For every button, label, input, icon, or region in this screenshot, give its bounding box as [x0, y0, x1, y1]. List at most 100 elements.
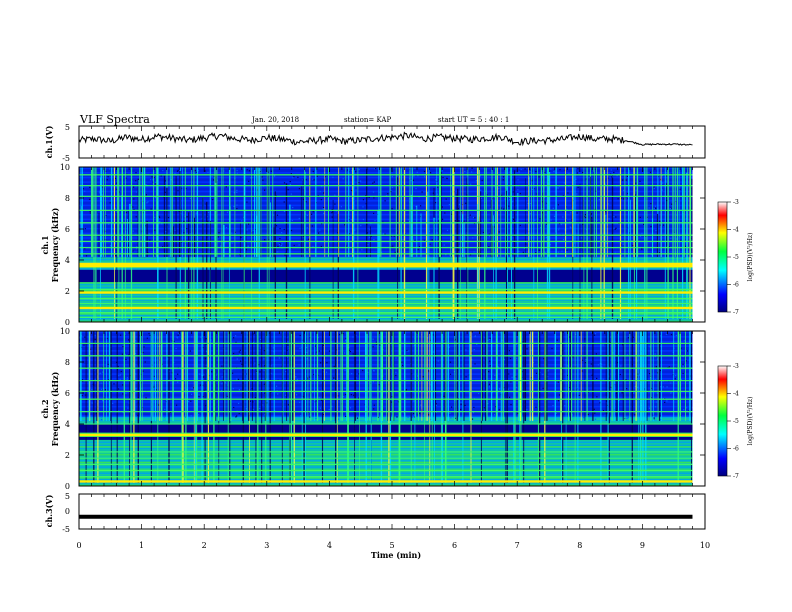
spectrogram-cell-row — [79, 371, 693, 374]
spectrogram-speckle — [391, 176, 393, 178]
spectrogram-speckle — [333, 379, 335, 381]
spectrogram-speckle — [552, 207, 554, 209]
spectrogram-speckle — [437, 186, 439, 188]
spectrogram-speckle — [373, 408, 375, 410]
spectrogram-speckle — [509, 396, 511, 398]
spectrogram-speckle — [584, 361, 587, 363]
spectrogram-speckle — [478, 392, 480, 395]
x-tick-label: 8 — [577, 541, 582, 550]
spectrogram-cell-row — [79, 182, 693, 185]
spectrogram-speckle — [217, 236, 219, 238]
spectrogram-cell-row — [79, 484, 693, 486]
spectrogram-speckle — [350, 394, 352, 396]
spectrogram-speckle — [121, 353, 123, 355]
spectrogram-speckle — [683, 409, 685, 411]
spectrogram-speckle — [413, 239, 415, 241]
spectrogram-speckle — [241, 363, 243, 365]
spectrogram-speckle — [502, 179, 504, 181]
spectrogram-speckle — [256, 189, 258, 191]
spectrogram-speckle — [453, 416, 455, 418]
spectrogram-speckle — [594, 412, 596, 414]
spectrogram-speckle — [460, 403, 462, 405]
spectrogram-speckle — [557, 204, 559, 206]
spectrogram-speckle — [233, 352, 235, 355]
ch1-spectrogram-panel: 0 2 4 6 8 10 ch.1 Frequency (kHz) — [40, 163, 706, 327]
spectrogram-speckle — [264, 189, 266, 191]
spectrogram-speckle — [460, 402, 462, 404]
spectrogram-speckle — [481, 220, 484, 222]
spectrogram-speckle — [189, 197, 191, 199]
spectrogram-speckle — [553, 215, 556, 217]
spectrogram-speckle — [637, 373, 639, 375]
spectrogram-cell-row — [79, 352, 693, 355]
spectrogram-speckle — [176, 223, 178, 225]
spectrogram-speckle — [379, 344, 381, 346]
spectrogram-speckle — [135, 388, 137, 390]
spectrogram-speckle — [559, 169, 561, 171]
spectrogram-cell-row — [79, 476, 693, 479]
spectrogram-speckle — [340, 206, 342, 208]
spectrogram-speckle — [146, 202, 148, 204]
spectrogram-speckle — [487, 339, 489, 341]
spectrogram-speckle — [289, 181, 291, 183]
spectrogram-speckle — [455, 417, 457, 419]
spectrogram-cell-row — [79, 363, 693, 366]
spectrogram-speckle — [472, 216, 475, 218]
spectrogram-speckle — [132, 206, 134, 208]
ch1-colorbar-ticks: -3 -4 -5 -6 -7 — [727, 199, 739, 316]
spectrogram-speckle — [558, 223, 561, 225]
spectrogram-cell-row — [79, 202, 693, 205]
spectrogram-speckle — [674, 378, 676, 380]
spectrogram-speckle — [231, 232, 233, 234]
spectrogram-cell-row — [79, 394, 693, 397]
spectrogram-speckle — [174, 229, 176, 231]
spectrogram-speckle — [116, 182, 118, 184]
spectrogram-speckle — [311, 213, 313, 215]
spectrogram-speckle — [236, 172, 238, 174]
spectrogram-speckle — [133, 209, 135, 211]
spectrogram-speckle — [464, 170, 466, 172]
spectrogram-speckle — [264, 414, 266, 416]
spectrogram-speckle — [500, 207, 502, 209]
spectrogram-speckle — [147, 201, 149, 203]
spectrogram-speckle — [415, 188, 417, 190]
spectrogram-speckle — [691, 351, 693, 353]
spectrogram-speckle — [473, 251, 475, 253]
spectrogram-speckle — [394, 251, 396, 253]
spectrogram-speckle — [384, 233, 386, 235]
spectrogram-speckle — [568, 172, 570, 175]
spectrogram-cell-row — [79, 281, 693, 284]
spectrogram-speckle — [319, 190, 321, 193]
spectrogram-speckle — [472, 237, 474, 239]
spectrogram-speckle — [654, 205, 656, 207]
spectrogram-speckle — [590, 217, 592, 219]
spectrogram-empty-area — [692, 331, 705, 486]
spectrogram-cell-row — [79, 351, 693, 354]
spectrogram-speckle — [558, 229, 560, 231]
spectrogram-speckle — [451, 213, 453, 215]
spectrogram-speckle — [407, 416, 409, 418]
spectrogram-speckle — [450, 417, 452, 419]
spectrogram-speckle — [312, 211, 314, 213]
spectrogram-cell-row — [79, 464, 693, 467]
spectrogram-speckle — [547, 376, 549, 378]
spectrogram-speckle — [252, 229, 254, 232]
spectrogram-speckle — [349, 350, 351, 353]
spectrogram-speckle — [189, 232, 191, 234]
ch2-spectrogram-ylabel-freq: Frequency (kHz) — [50, 371, 60, 446]
spectrogram-speckle — [451, 406, 453, 408]
spectrogram-speckle — [323, 206, 325, 209]
spectrogram-speckle — [461, 204, 464, 206]
spectrogram-cell-row — [79, 374, 693, 377]
spectrogram-cell-row — [79, 225, 693, 228]
spectrogram-cell-row — [79, 196, 693, 199]
spectrogram-speckle — [591, 332, 593, 334]
spectrogram-speckle — [679, 235, 681, 237]
spectrogram-speckle — [637, 386, 639, 388]
spectrogram-speckle — [249, 400, 251, 402]
spectrogram-speckle — [659, 220, 661, 222]
spectrogram-speckle — [580, 237, 582, 239]
spectrogram-speckle — [444, 212, 446, 214]
spectrogram-speckle — [488, 383, 491, 385]
spectrogram-speckle — [373, 197, 375, 199]
